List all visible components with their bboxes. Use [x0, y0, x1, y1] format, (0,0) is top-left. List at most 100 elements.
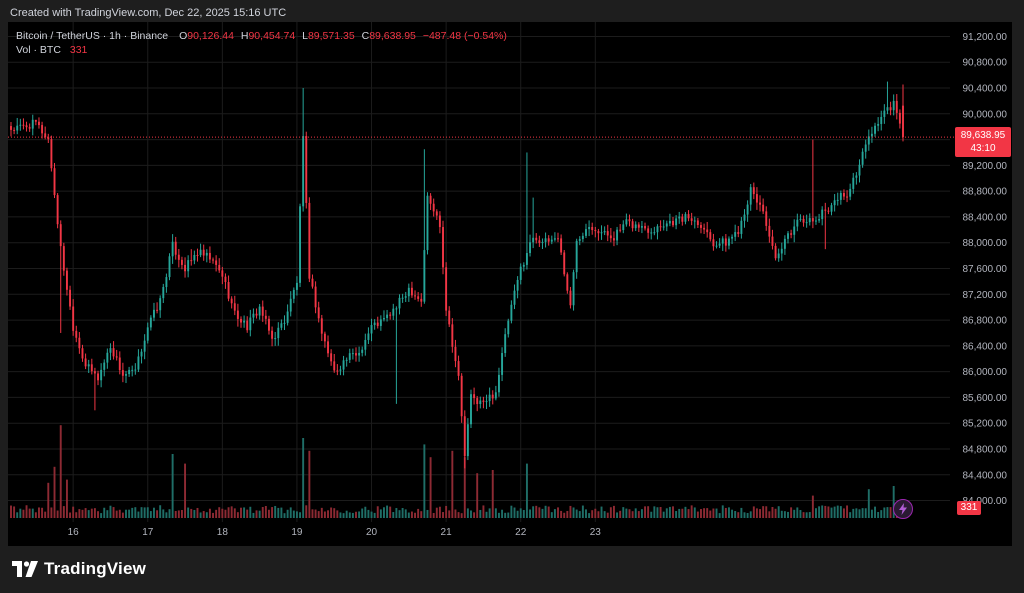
candle-body	[612, 238, 615, 241]
volume-bar	[159, 505, 162, 518]
volume-bar	[870, 509, 873, 518]
volume-bar	[842, 508, 845, 518]
volume-bar	[25, 505, 28, 518]
candle-body	[159, 298, 162, 311]
candle-body	[69, 289, 72, 307]
y-tick-label: 90,000.00	[963, 109, 1008, 120]
candle-body	[864, 144, 867, 152]
candle-body	[41, 125, 44, 134]
tradingview-brand[interactable]: TradingView	[12, 556, 146, 582]
symbol-name[interactable]: Bitcoin / TetherUS · 1h · Binance	[16, 30, 169, 42]
volume-bar	[525, 463, 528, 518]
volume-bar	[125, 509, 127, 518]
volume-bar	[379, 509, 382, 518]
y-tick-label: 88,000.00	[963, 238, 1008, 249]
volume-value: 331	[69, 44, 88, 56]
candle-body	[274, 338, 277, 340]
candle-body	[286, 311, 289, 323]
volume-bar	[808, 512, 811, 518]
candle-body	[125, 374, 127, 376]
candle-body	[93, 371, 96, 374]
candle-body	[199, 249, 202, 256]
volume-bar	[858, 509, 861, 518]
volume-bar	[628, 509, 631, 518]
candle-body	[777, 253, 780, 259]
volume-bar	[731, 509, 734, 518]
volume-bar	[656, 507, 659, 518]
candle-body	[793, 226, 796, 235]
candle-body	[510, 304, 513, 321]
volume-bar	[134, 507, 137, 518]
candle-body	[665, 223, 668, 227]
volume-legend[interactable]: Vol · BTC 331	[16, 44, 87, 56]
candle-body	[662, 226, 665, 228]
volume-bar	[861, 508, 864, 518]
candle-body	[684, 214, 687, 222]
volume-bar	[644, 506, 646, 518]
candle-body	[880, 116, 883, 124]
volume-bar	[874, 506, 876, 518]
volume-bar	[81, 509, 84, 518]
volume-bar	[395, 508, 398, 518]
volume-bar	[824, 505, 827, 518]
y-tick-label: 90,400.00	[963, 84, 1008, 95]
volume-bar	[355, 511, 357, 518]
candle-body	[902, 105, 904, 138]
candle-body	[445, 267, 448, 311]
candle-body	[594, 230, 597, 232]
volume-bar	[44, 511, 47, 518]
volume-bar	[553, 509, 556, 518]
volume-bar	[221, 508, 224, 518]
volume-bar	[31, 508, 34, 518]
candle-body	[867, 136, 870, 145]
volume-bar	[790, 507, 793, 518]
volume-bar	[339, 512, 342, 518]
volume-bar	[423, 444, 426, 518]
volume-bar	[892, 486, 895, 518]
candle-body	[249, 317, 252, 331]
volume-bar	[386, 505, 389, 518]
volume-bar	[603, 511, 606, 518]
candle-body	[693, 220, 696, 222]
candle-body	[787, 233, 789, 239]
volume-bar	[438, 506, 441, 518]
volume-bar	[106, 510, 109, 518]
volume-bar	[358, 511, 361, 518]
candle-body	[790, 233, 793, 235]
lightning-bolt-icon[interactable]	[893, 499, 913, 519]
volume-bar	[513, 507, 516, 518]
volume-bar	[59, 425, 62, 518]
candle-body	[410, 287, 413, 296]
volume-bar	[65, 479, 68, 518]
symbol-legend[interactable]: Bitcoin / TetherUS · 1h · Binance O90,12…	[16, 30, 507, 42]
candle-body	[855, 175, 858, 178]
volume-bar	[827, 506, 830, 518]
plot-area[interactable]	[8, 22, 1012, 546]
candle-body	[268, 318, 270, 331]
volume-bar	[128, 509, 131, 518]
volume-bar	[550, 512, 553, 518]
candle-body	[637, 224, 640, 228]
volume-bar	[476, 473, 479, 518]
candle-body	[672, 220, 674, 226]
volume-bar	[606, 512, 609, 518]
volume-bar	[78, 509, 81, 518]
low-key: L	[302, 30, 308, 42]
candle-body	[330, 353, 333, 362]
volume-bar	[566, 510, 569, 518]
volume-bar	[174, 511, 177, 518]
volume-bar	[600, 506, 603, 518]
candle-body	[72, 306, 75, 331]
candle-body	[361, 349, 364, 353]
candle-body	[774, 245, 777, 259]
volume-bar	[672, 506, 674, 518]
candle-body	[56, 195, 59, 225]
volume-bar	[90, 508, 93, 518]
candle-body	[407, 287, 410, 297]
candle-body	[507, 320, 510, 335]
candle-body	[28, 127, 31, 129]
volume-bar	[519, 508, 522, 518]
candle-body	[398, 297, 401, 309]
x-tick-label: 22	[515, 527, 527, 538]
